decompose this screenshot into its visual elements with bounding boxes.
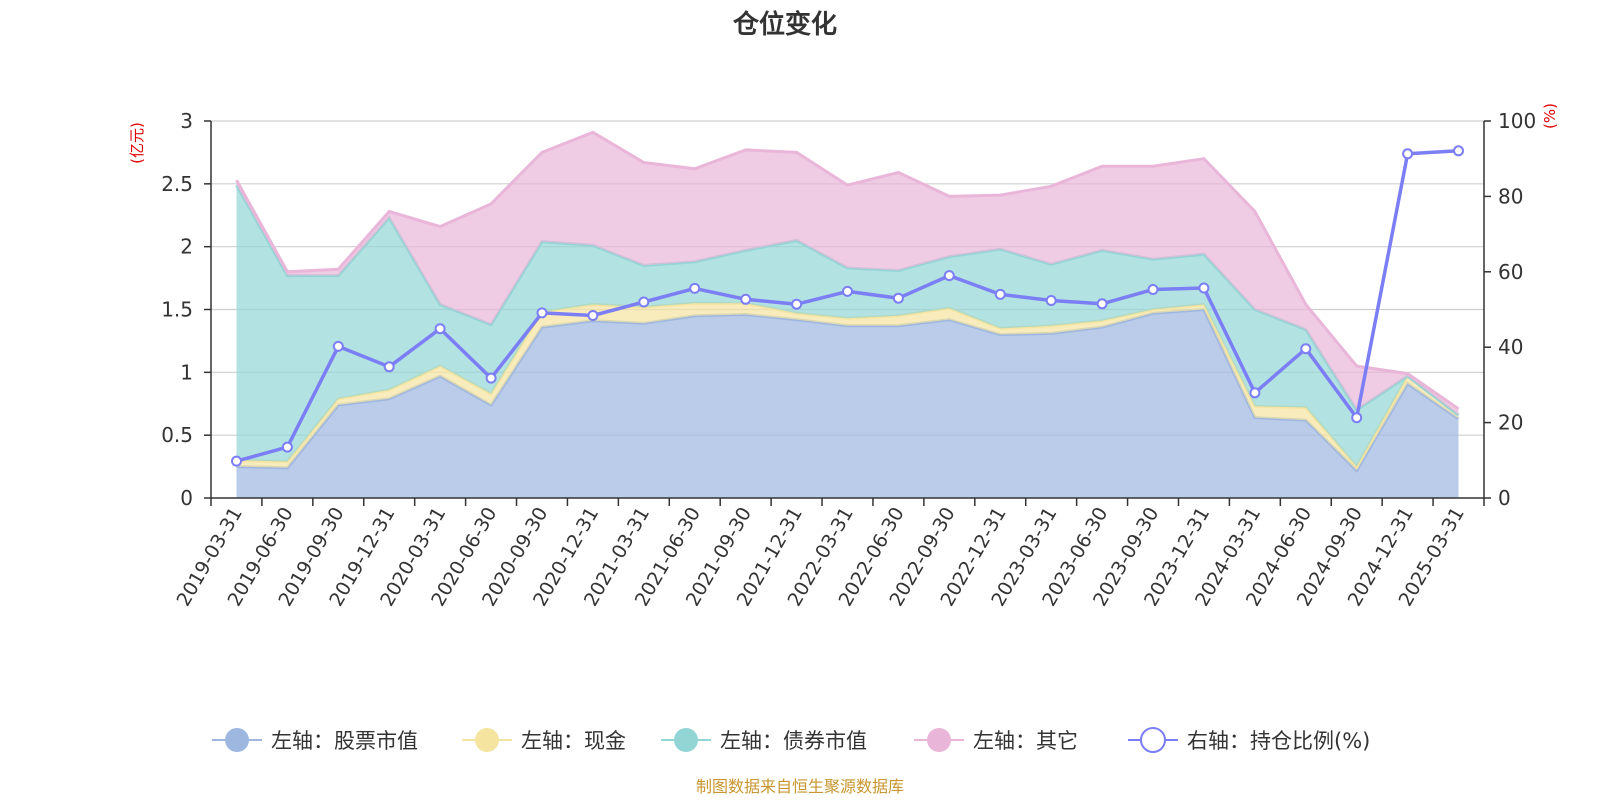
ratio-point — [434, 323, 446, 335]
legend-label: 左轴：债券市值 — [720, 729, 867, 753]
stacked-areas — [235, 130, 1460, 498]
source-note: 制图数据来自恒生聚源数据库 — [696, 777, 904, 796]
ratio-line — [231, 145, 1464, 467]
ratio-point — [791, 298, 803, 310]
area-左轴：其它 — [236, 132, 1459, 416]
left-tick-label: 3 — [180, 109, 193, 133]
ratio-point — [1096, 298, 1108, 310]
legend-marker — [225, 728, 249, 752]
ratio-point — [1351, 412, 1363, 424]
legend-item: 右轴：持仓比例(%) — [1128, 727, 1370, 753]
ratio-point — [536, 307, 548, 319]
left-tick-label: 2 — [180, 235, 193, 259]
right-tick-label: 20 — [1498, 411, 1523, 435]
ratio-point — [383, 361, 395, 373]
area-edge-左轴：其它 — [235, 130, 1460, 411]
ratio-point — [332, 340, 344, 352]
legend: 左轴：股票市值 左轴：现金 左轴：债券市值 左轴：其它 右轴：持仓比例(%) — [212, 727, 1370, 753]
legend-item: 左轴：现金 — [462, 728, 626, 753]
ratio-point — [638, 296, 650, 308]
legend-marker — [674, 728, 698, 752]
left-tick-label: 1 — [180, 360, 193, 384]
legend-marker — [475, 728, 499, 752]
ratio-point — [1453, 145, 1464, 157]
ratio-point — [1249, 387, 1261, 399]
right-tick-label: 60 — [1498, 260, 1523, 284]
legend-label: 左轴：股票市值 — [271, 729, 418, 753]
ratio-point — [1147, 284, 1159, 295]
ratio-point — [943, 270, 955, 282]
legend-marker — [927, 728, 951, 752]
ratio-point — [1198, 282, 1210, 294]
ratio-point — [842, 285, 853, 297]
ratio-point — [1402, 148, 1414, 160]
legend-label: 左轴：其它 — [973, 729, 1078, 753]
legend-marker — [1140, 727, 1166, 753]
right-tick-label: 0 — [1498, 486, 1511, 510]
right-tick-label: 80 — [1498, 184, 1523, 208]
left-tick-label: 1.5 — [161, 298, 193, 322]
ratio-point — [231, 455, 242, 467]
legend-item: 左轴：股票市值 — [212, 728, 418, 753]
ratio-point — [1300, 343, 1312, 355]
right-tick-label: 40 — [1498, 335, 1523, 359]
legend-label: 左轴：现金 — [521, 729, 626, 753]
right-axis-unit: (%) — [1541, 103, 1559, 129]
area-左轴：股票市值 — [236, 309, 1459, 498]
legend-item: 左轴：债券市值 — [661, 728, 867, 753]
ratio-point — [1045, 295, 1057, 306]
ratio-point — [892, 292, 904, 304]
legend-label: 右轴：持仓比例(%) — [1187, 729, 1370, 753]
left-tick-label: 0 — [180, 486, 193, 510]
ratio-point — [485, 372, 497, 384]
ratio-point — [740, 293, 752, 305]
right-tick-label: 100 — [1498, 109, 1536, 133]
left-axis-unit: (亿元) — [128, 122, 146, 164]
legend-item: 左轴：其它 — [914, 728, 1078, 753]
ratio-point — [587, 310, 599, 321]
ratio-point — [689, 282, 701, 294]
area-左轴：债券市值 — [236, 185, 1459, 467]
chart-title: 仓位变化 — [732, 9, 837, 40]
ratio-point — [994, 288, 1006, 300]
left-tick-label: 0.5 — [161, 423, 193, 447]
left-tick-label: 2.5 — [161, 172, 193, 196]
ratio-point — [281, 441, 293, 453]
